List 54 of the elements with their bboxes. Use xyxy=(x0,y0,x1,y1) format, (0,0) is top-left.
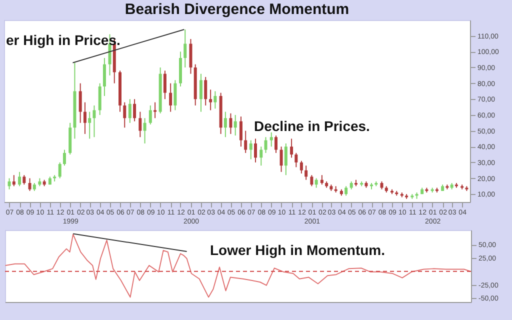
candlestick xyxy=(209,89,212,111)
candlestick xyxy=(28,178,32,192)
candlestick xyxy=(98,82,102,116)
candlestick xyxy=(169,82,172,112)
candlestick xyxy=(22,174,26,186)
candlestick xyxy=(304,165,308,180)
candlestick xyxy=(264,136,268,154)
candlestick xyxy=(249,140,252,160)
candlestick xyxy=(260,146,263,166)
candlestick xyxy=(78,82,82,124)
candlestick xyxy=(254,138,258,163)
candlestick xyxy=(83,102,86,134)
candlestick xyxy=(280,146,283,172)
candlestick xyxy=(123,102,126,128)
candlestick xyxy=(163,70,166,100)
candlestick xyxy=(154,102,157,119)
candlestick xyxy=(189,38,192,74)
candlestick xyxy=(274,135,278,154)
candlestick xyxy=(204,76,208,106)
candlestick xyxy=(290,138,294,158)
annotation: Decline in Prices. xyxy=(254,118,370,134)
candlestick xyxy=(138,111,142,138)
candlestick xyxy=(102,57,106,96)
candlestick xyxy=(310,174,314,187)
candlestick xyxy=(344,186,348,196)
candlestick xyxy=(12,174,16,187)
candlestick xyxy=(148,104,152,125)
candlestick xyxy=(199,73,202,112)
candlestick xyxy=(58,162,62,179)
candlestick xyxy=(294,152,298,168)
line-series xyxy=(4,234,471,298)
candlestick xyxy=(18,171,22,187)
candlestick xyxy=(300,160,303,174)
candlestick xyxy=(224,111,227,138)
candlestick xyxy=(88,111,92,140)
candlestick xyxy=(8,178,11,190)
candlestick xyxy=(214,90,217,110)
candlestick xyxy=(239,116,242,148)
candlestick xyxy=(92,104,96,138)
candlestick xyxy=(270,132,273,148)
candlestick xyxy=(143,118,146,144)
candlestick xyxy=(284,142,288,176)
candlestick xyxy=(320,174,324,186)
candlestick xyxy=(244,130,248,154)
candlestick xyxy=(174,80,177,111)
candlestick xyxy=(128,98,132,124)
candlestick xyxy=(184,28,187,68)
candlestick xyxy=(62,149,66,166)
candlestick xyxy=(133,98,136,122)
candlestick xyxy=(314,178,318,188)
candlestick xyxy=(229,112,232,134)
candlestick xyxy=(234,114,237,136)
chart-title: Bearish Divergence Momentum xyxy=(124,1,350,18)
annotation: Lower High in Momentum. xyxy=(210,242,385,258)
